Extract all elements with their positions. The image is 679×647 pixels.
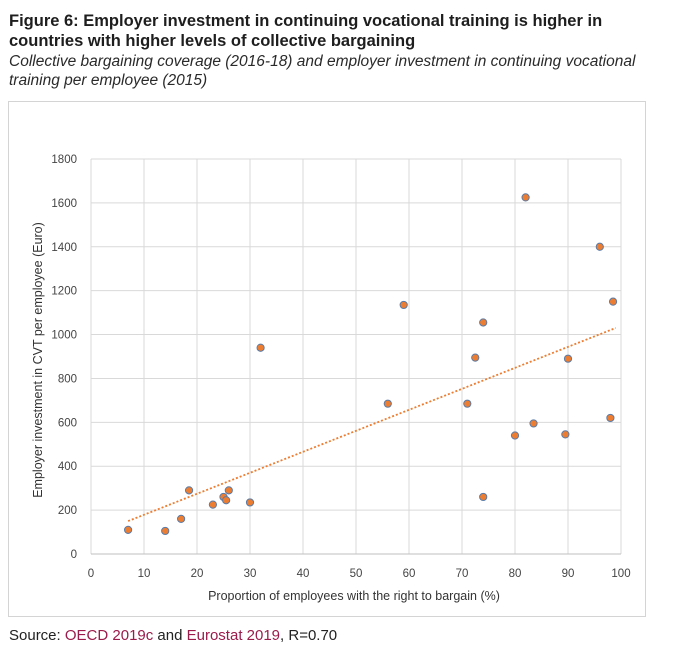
trendline-layer	[127, 327, 617, 522]
data-point	[222, 496, 231, 505]
data-point	[529, 419, 538, 428]
data-point	[463, 399, 472, 408]
x-tick-label: 80	[509, 568, 522, 580]
data-point	[161, 526, 170, 536]
y-tick-label: 0	[71, 549, 77, 561]
y-tick-label: 200	[58, 505, 77, 517]
x-tick-label: 70	[456, 568, 469, 580]
source-mid: and	[153, 627, 187, 644]
y-tick-label: 800	[58, 373, 77, 385]
trendline	[127, 327, 617, 522]
data-point	[510, 431, 520, 440]
x-tick-label: 0	[88, 568, 94, 580]
data-point	[595, 242, 604, 251]
data-point	[383, 399, 392, 408]
y-tick-label: 400	[58, 461, 77, 473]
data-point	[245, 498, 255, 507]
data-point	[608, 297, 618, 306]
source-link-eurostat[interactable]: Eurostat 2019	[186, 627, 281, 644]
data-point	[563, 354, 573, 363]
x-tick-label: 20	[191, 568, 204, 580]
data-point	[479, 492, 488, 502]
data-point	[124, 525, 133, 534]
data-points	[124, 193, 618, 536]
y-axis-label: Employer investment in CVT per employee …	[31, 222, 45, 498]
y-tick-label: 1600	[51, 198, 77, 210]
x-axis-label: Proportion of employees with the right t…	[208, 589, 500, 603]
scatter-chart: 0 10 20 30 40 50 60 70 80 90 100020040060080010001…	[31, 154, 631, 603]
figure-title: Figure 6: Employer investment in continu…	[9, 12, 603, 50]
x-tick-label: 60	[403, 568, 416, 580]
source-prefix: Source:	[9, 627, 65, 644]
tick-labels: 0 10 20 30 40 50 60 70 80 90 100020040060080010001…	[51, 154, 630, 580]
y-tick-label: 1200	[51, 286, 77, 298]
source-suffix: , R=0.70	[280, 627, 338, 644]
y-tick-label: 1800	[51, 154, 77, 166]
source-note: Source: OECD 2019c and Eurostat 2019, R=…	[9, 627, 337, 645]
y-tick-label: 1000	[51, 330, 77, 342]
x-tick-label: 10	[138, 568, 151, 580]
data-point	[184, 486, 194, 495]
data-point	[256, 343, 265, 352]
x-tick-label: 50	[350, 568, 363, 580]
data-point	[177, 514, 186, 523]
y-tick-label: 600	[58, 417, 77, 429]
x-tick-label: 100	[611, 568, 630, 580]
data-point	[479, 318, 488, 327]
x-tick-label: 30	[244, 568, 257, 580]
data-point	[399, 300, 408, 310]
source-link-oecd[interactable]: OECD 2019c	[64, 627, 154, 644]
data-point	[521, 193, 530, 202]
data-point	[606, 413, 615, 423]
y-tick-label: 1400	[51, 242, 77, 254]
data-point	[471, 353, 480, 362]
figure-subtitle: Collective bargaining coverage (2016-18)…	[9, 53, 636, 89]
chart-frame: 0 10 20 30 40 50 60 70 80 90 100 0 200 400 600 800 1000 1…	[8, 101, 646, 617]
data-point	[208, 500, 217, 509]
x-tick-label: 90	[562, 568, 575, 580]
data-point	[224, 486, 233, 495]
data-point	[561, 430, 570, 439]
x-tick-label: 40	[297, 568, 310, 580]
